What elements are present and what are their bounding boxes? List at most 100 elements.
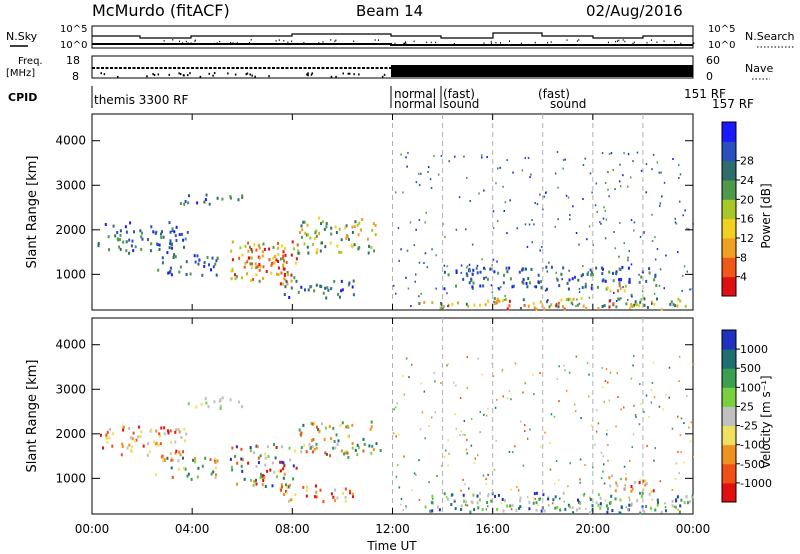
data-point [173,230,176,234]
data-point [493,270,496,274]
data-point [290,273,293,277]
data-point [235,275,238,279]
cpid-normal-2: normal [394,97,436,111]
scatter-region [246,247,287,277]
data-point [351,225,354,229]
colorbar-segment [722,276,736,297]
data-point [565,389,568,392]
data-point [555,304,558,308]
data-point [335,231,338,234]
data-point [457,301,459,305]
data-point [575,232,578,234]
data-point [270,271,273,275]
data-point [447,439,449,442]
noise-dot [248,41,250,44]
data-point [512,284,515,288]
data-point [351,285,354,289]
noise-dot [318,42,320,44]
velocity-panel: 00:00 04:00 08:00 12:00 16:00 20:00 00:0010002… [25,317,710,553]
data-point [272,261,275,265]
cpid-sound-2: sound [550,97,586,111]
data-point [174,234,177,238]
data-point [479,270,482,274]
data-point [306,485,309,489]
data-point [521,267,524,271]
data-point [686,395,688,397]
data-point [338,295,341,299]
data-point [423,300,426,304]
data-point [190,477,193,481]
freq-dot [251,74,253,77]
data-point [303,242,306,246]
data-point [266,445,269,449]
data-point [625,472,627,475]
data-point [550,265,553,269]
data-point [680,417,683,420]
freq-dot [310,73,313,76]
data-point [610,494,613,498]
data-point [172,256,175,259]
data-point [329,454,332,458]
data-point [264,452,267,456]
data-point [135,438,138,442]
data-point [671,488,674,491]
data-point [552,498,555,502]
data-point [302,220,305,224]
data-point [155,441,158,445]
data-point [107,235,110,239]
data-point [466,504,469,507]
data-point [659,204,661,207]
data-point [454,498,456,501]
data-point [455,269,458,273]
colorbar-segment [722,444,736,465]
data-point [650,505,652,508]
data-point [317,428,320,432]
data-point [606,286,609,290]
data-point [443,456,446,458]
data-point [686,227,688,230]
data-point [580,274,583,278]
data-point [622,286,624,289]
data-point [639,300,642,304]
data-point [550,413,553,416]
data-point [406,249,409,252]
data-point [423,262,425,264]
data-point [244,244,247,248]
data-point [310,421,313,425]
freq-unit: [MHz] [6,68,35,79]
data-point [650,389,653,391]
data-point [114,234,117,238]
data-point [476,494,479,498]
data-point [579,458,582,461]
noise-dot [616,40,618,42]
data-point [431,248,433,251]
data-point [415,273,417,276]
data-point [602,278,605,282]
data-point [340,250,343,254]
data-point [625,302,628,306]
data-point [591,273,594,276]
data-point [556,278,559,282]
data-point [502,395,504,398]
data-point [209,458,212,462]
data-point [479,303,482,307]
data-point [132,249,135,253]
data-point [452,381,455,384]
data-point [677,251,679,254]
data-point [618,281,621,285]
data-point [594,204,597,207]
data-point [571,303,574,306]
data-point [567,196,570,199]
data-point [643,297,646,301]
data-point [254,262,257,266]
data-point [273,261,276,265]
scatter-region [157,253,219,277]
data-point [411,489,413,492]
data-point [319,241,322,245]
data-point [370,246,373,250]
data-point [336,443,339,446]
data-point [599,506,602,510]
data-point [514,445,516,448]
data-point [162,459,165,463]
